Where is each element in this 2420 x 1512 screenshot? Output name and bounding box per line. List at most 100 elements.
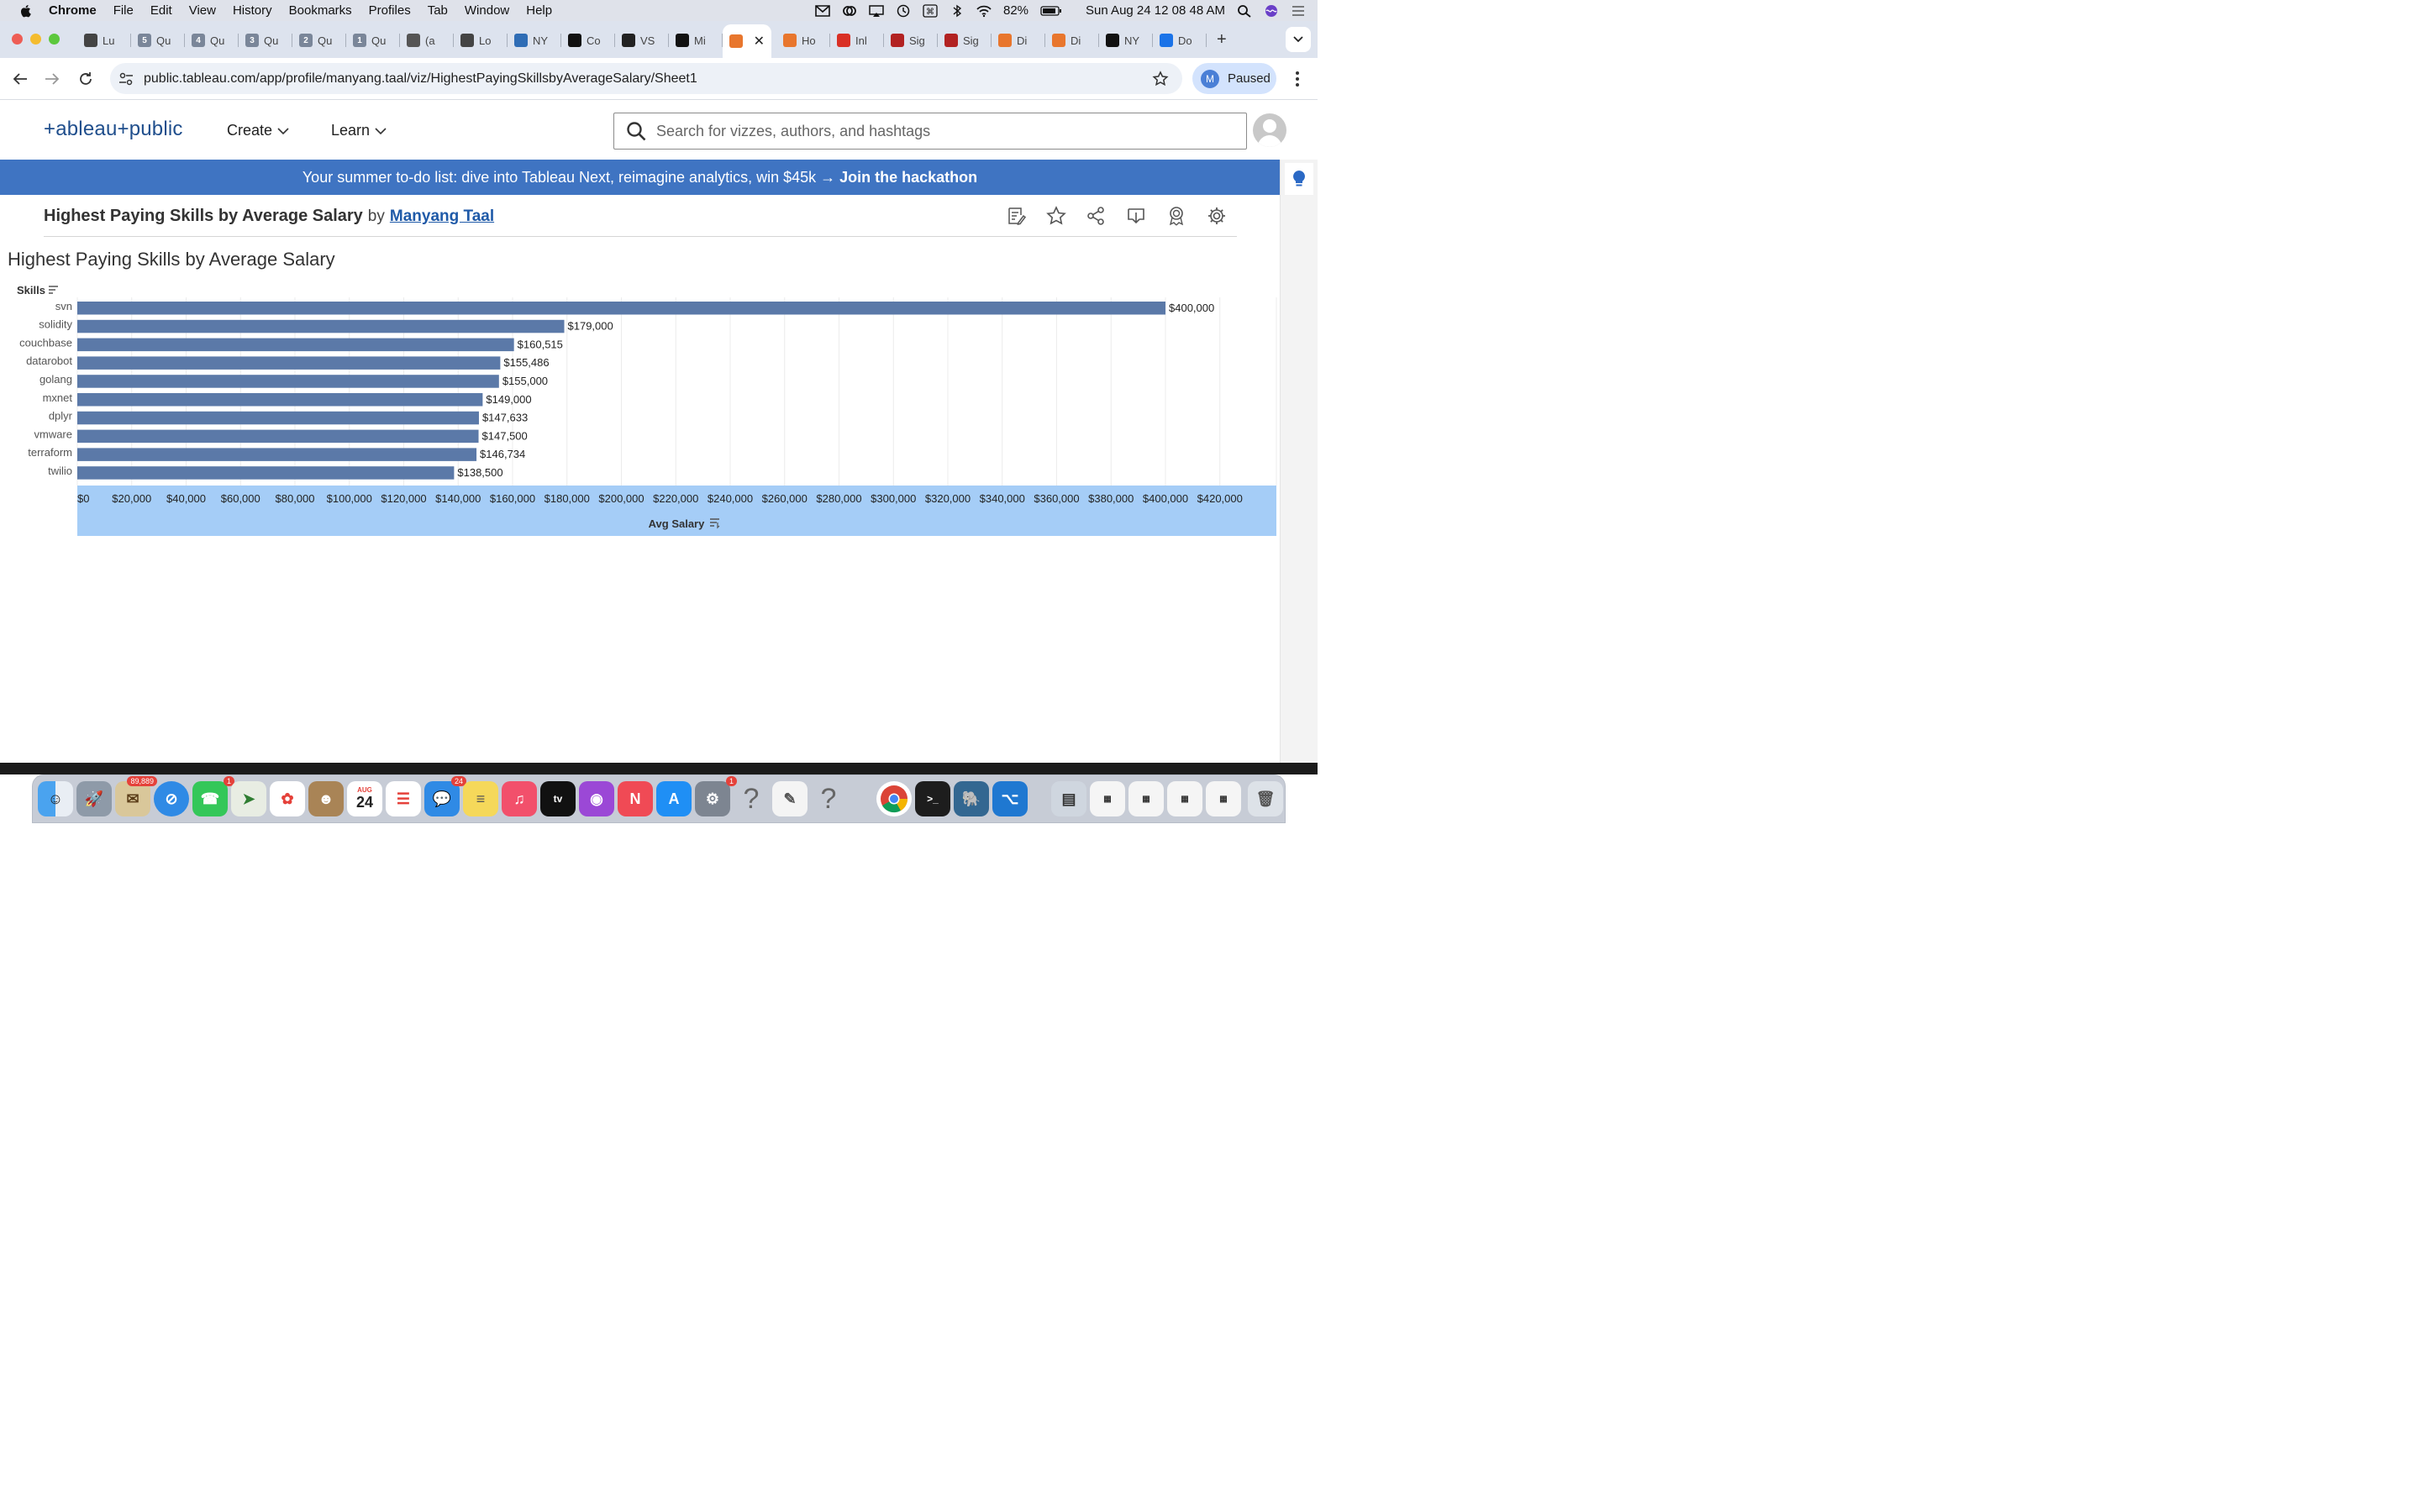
maps-icon[interactable]: ➤ (231, 781, 266, 816)
bookmark-star-icon[interactable] (1152, 71, 1169, 87)
time-machine-icon[interactable] (896, 4, 911, 18)
browser-tab[interactable]: 1 Qu (346, 27, 400, 54)
photos-icon[interactable]: ✿ (270, 781, 305, 816)
close-tab-icon[interactable]: ✕ (753, 34, 765, 49)
bar[interactable] (77, 338, 514, 352)
author-link[interactable]: Manyang Taal (389, 207, 495, 225)
tab-search-button[interactable] (1286, 27, 1311, 52)
facetime-icon[interactable]: ☎ 1 (192, 776, 234, 816)
browser-tab[interactable]: Sig (884, 27, 938, 54)
x-axis-title[interactable]: Avg Salary (649, 517, 705, 530)
menu-edit[interactable]: Edit (150, 3, 172, 18)
menu-view[interactable]: View (188, 3, 216, 18)
x-axis-band[interactable] (77, 486, 1276, 536)
apple-tv-icon[interactable]: tv (540, 781, 576, 816)
gmail-status-icon[interactable] (815, 4, 830, 18)
category-label[interactable]: twilio (48, 465, 72, 477)
tableau-public-logo[interactable]: +ableau+public (44, 118, 183, 141)
tips-button[interactable] (1285, 163, 1313, 195)
tab-active[interactable]: ✕ (723, 24, 771, 58)
system-settings-icon[interactable]: ⚙ 1 (695, 776, 737, 816)
battery-icon[interactable] (1040, 4, 1062, 18)
bar[interactable] (77, 302, 1165, 315)
browser-tab[interactable]: NY (508, 27, 561, 54)
share-icon[interactable] (1086, 206, 1106, 226)
menu-profiles[interactable]: Profiles (368, 3, 411, 18)
bar-row[interactable]: solidity $179,000 (39, 318, 613, 333)
launchpad-icon[interactable]: 🚀 (76, 781, 112, 816)
bluetooth-icon[interactable] (950, 4, 965, 18)
create-menu[interactable]: Create (227, 122, 289, 139)
contacts-icon[interactable]: ☻ (308, 781, 344, 816)
control-center-icon[interactable] (1291, 4, 1306, 18)
favorite-star-icon[interactable] (1046, 206, 1066, 226)
news-icon[interactable]: N (618, 781, 653, 816)
bar-row[interactable]: datarobot $155,486 (26, 354, 550, 370)
bar-row[interactable]: couchbase $160,515 (19, 336, 563, 352)
minimize-window-button[interactable] (30, 34, 41, 45)
menu-app-chrome[interactable]: Chrome (49, 3, 97, 18)
browser-tab[interactable]: Di (1045, 27, 1099, 54)
category-label[interactable]: terraform (28, 446, 72, 459)
airplay-icon[interactable] (869, 4, 884, 18)
menu-history[interactable]: History (232, 3, 272, 18)
siri-icon[interactable] (1264, 4, 1279, 18)
browser-tab[interactable]: 5 Qu (131, 27, 185, 54)
new-tab-button[interactable]: + (1217, 30, 1227, 49)
browser-tab[interactable]: Lo (454, 27, 508, 54)
download-icon[interactable] (1126, 206, 1146, 226)
category-label[interactable]: dplyr (49, 410, 73, 423)
address-bar[interactable]: public.tableau.com/app/profile/manyang.t… (110, 63, 1182, 94)
edit-data-icon[interactable] (1007, 206, 1027, 226)
screenshot-thumbnail[interactable]: ▦ (1206, 781, 1241, 816)
browser-tab[interactable]: Di (992, 27, 1045, 54)
mail-stamp-icon[interactable]: ✉ 89,889 (115, 776, 157, 816)
chrome-icon[interactable] (876, 781, 912, 816)
bar-row[interactable]: vmware $147,500 (34, 428, 528, 444)
reminders-icon[interactable]: ☰ (386, 781, 421, 816)
category-label[interactable]: mxnet (43, 391, 73, 404)
browser-tab[interactable]: NY (1099, 27, 1153, 54)
menubar-clock[interactable]: Sun Aug 24 12 08 48 AM (1086, 3, 1225, 18)
notes-icon[interactable]: ≡ (463, 781, 498, 816)
screenshot-thumbnail[interactable]: ▦ (1090, 781, 1125, 816)
chrome-menu-button[interactable] (1291, 70, 1304, 92)
trash-icon[interactable]: 🗑 (1248, 781, 1283, 816)
menu-tab[interactable]: Tab (427, 3, 448, 18)
category-label[interactable]: datarobot (26, 354, 72, 367)
menu-file[interactable]: File (113, 3, 134, 18)
browser-tab[interactable]: VS (615, 27, 669, 54)
browser-tab[interactable]: 4 Qu (185, 27, 239, 54)
menu-help[interactable]: Help (526, 3, 553, 18)
bar[interactable] (77, 448, 477, 461)
category-label[interactable]: solidity (39, 318, 72, 331)
terminal-icon[interactable]: >_ (915, 781, 950, 816)
finder-icon[interactable]: ☺ (38, 781, 73, 816)
zoom-window-button[interactable] (49, 34, 60, 45)
bar[interactable] (77, 429, 479, 444)
join-hackathon-link[interactable]: Join the hackathon (839, 168, 978, 186)
browser-tab[interactable]: Inl (830, 27, 884, 54)
bar[interactable] (77, 411, 479, 425)
bar-row[interactable]: terraform $146,734 (28, 446, 525, 461)
profile-button[interactable]: M Paused (1192, 63, 1276, 94)
browser-tab[interactable]: (a (400, 27, 454, 54)
menu-window[interactable]: Window (464, 3, 510, 18)
bar-row[interactable]: golang $155,000 (39, 373, 548, 388)
hackathon-banner[interactable]: Your summer to-do list: dive into Tablea… (0, 160, 1280, 195)
screenshot-thumbnail[interactable]: ▦ (1128, 781, 1164, 816)
postgres-icon[interactable]: 🐘 (954, 781, 989, 816)
podcasts-icon[interactable]: ◉ (579, 781, 614, 816)
browser-tab[interactable]: Mi (669, 27, 723, 54)
site-settings-icon[interactable] (118, 71, 134, 87)
safari-icon[interactable]: ⊘ (154, 781, 189, 816)
back-button[interactable] (10, 69, 30, 89)
documents-folder-icon[interactable]: ▤ (1051, 781, 1086, 816)
music-icon[interactable]: ♫ (502, 781, 537, 816)
viz-search-box[interactable] (613, 113, 1247, 150)
category-label[interactable]: golang (39, 373, 72, 386)
spotlight-search-icon[interactable] (1237, 4, 1252, 18)
unknown-app-icon[interactable]: ? (743, 782, 760, 815)
browser-tab[interactable]: 3 Qu (239, 27, 292, 54)
url-text[interactable]: public.tableau.com/app/profile/manyang.t… (144, 71, 697, 86)
